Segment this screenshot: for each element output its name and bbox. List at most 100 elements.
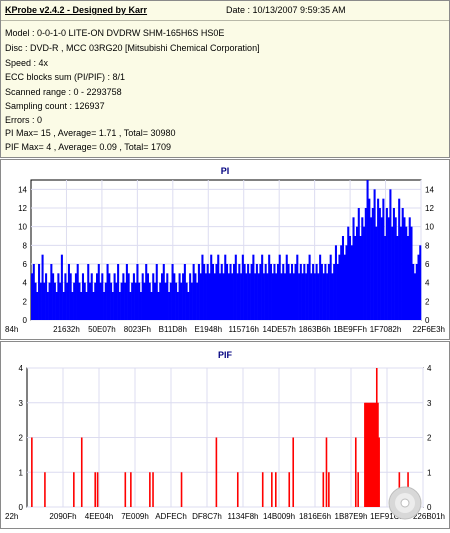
pi-bar (139, 292, 142, 320)
pi-bar (343, 254, 346, 320)
pi-bar (247, 264, 250, 320)
pi-bar (257, 273, 260, 320)
pi-ytick-right: 12 (425, 204, 434, 213)
pi-bar (413, 273, 417, 320)
pif-bar (130, 472, 132, 507)
pi-bar (153, 282, 157, 320)
pi-ytick-right: 2 (425, 297, 430, 306)
pi-ytick-left: 6 (23, 260, 28, 269)
pi-bar (303, 264, 306, 320)
pi-bar (305, 273, 308, 320)
info-panel: KProbe v2.4.2 - Designed by Karr Date : … (0, 0, 450, 158)
pi-bar (45, 273, 48, 320)
pi-bar (87, 264, 90, 320)
pi-bar (229, 264, 232, 320)
pi-bar (48, 282, 51, 320)
pi-bar (132, 273, 135, 320)
pi-bar (224, 254, 227, 320)
pi-bar (190, 282, 193, 320)
pi-bar (410, 226, 413, 320)
pi-bar (83, 282, 86, 320)
pi-bar (398, 198, 401, 320)
pi-xtick-label: E1948h (194, 325, 222, 334)
pif-bar (180, 472, 183, 507)
pi-bar (240, 273, 243, 320)
pi-bar (268, 254, 271, 320)
pi-bar (176, 292, 179, 320)
pif-bar (370, 402, 372, 507)
pi-xtick-label: 50E07h (88, 325, 116, 334)
pif-bar (368, 402, 371, 507)
pif-xtick-label: 22h (5, 512, 18, 521)
pi-ytick-left: 0 (23, 316, 28, 325)
pi-bar (387, 217, 390, 320)
pi-bar (59, 282, 62, 320)
pi-chart: PI 0 0 2 2 4 4 6 6 8 8 10 10 12 12 14 14 84h 21632h 50E07h… (5, 166, 445, 334)
pi-xtick-label: 22F6E3h (413, 325, 445, 334)
pi-bar (76, 264, 79, 320)
pi-ytick-right: 4 (425, 279, 430, 288)
pi-bar (234, 254, 237, 320)
pif-xtick-label: 1B87E9h (335, 512, 368, 521)
pi-bar (259, 264, 262, 320)
pi-bar (262, 273, 265, 320)
pi-bar (39, 282, 42, 320)
pif-bar (365, 402, 367, 507)
pi-ytick-left: 2 (23, 297, 28, 306)
pif-bar (288, 472, 291, 507)
pi-bar (222, 273, 225, 320)
pif-bar (378, 437, 380, 507)
pif-ytick-right: 2 (427, 434, 432, 443)
pi-bar (340, 245, 343, 320)
pi-xtick-label: 1863B6h (299, 325, 331, 334)
pi-bar (394, 217, 397, 320)
pi-bar (64, 273, 67, 320)
pi-ytick-left: 12 (18, 204, 27, 213)
pi-bar (324, 264, 327, 320)
info-pif-summary: PIF Max= 4 , Average= 0.09 , Total= 1709 (5, 142, 172, 152)
pi-bar (127, 273, 130, 320)
pi-bar (171, 264, 174, 320)
pi-bar (203, 264, 206, 320)
pi-ytick-left: 10 (18, 223, 27, 232)
pi-bar (250, 264, 253, 320)
pif-bar (96, 472, 99, 507)
pi-bar (168, 292, 171, 320)
pi-bar (382, 198, 385, 320)
pi-bar (354, 236, 357, 320)
pi-xtick-label: 8023Fh (124, 325, 151, 334)
pi-bar (134, 282, 137, 320)
pi-bar (92, 292, 95, 320)
pi-bar (327, 264, 330, 320)
pi-bar (412, 264, 415, 320)
pif-xtick-label: 1EF91Ch (370, 512, 404, 521)
pi-bar (392, 208, 395, 320)
pi-bar (276, 264, 280, 320)
pif-chart-panel: PIF 0 0 1 1 2 2 3 3 4 4 22h 2090Fh 4EE04h 7E009h ADFEC… (0, 341, 450, 529)
pif-bar (73, 472, 75, 507)
pi-bar (320, 264, 323, 320)
pi-bar (38, 264, 41, 320)
pif-xtick-label: 1134F8h (228, 512, 259, 521)
pi-bar (71, 292, 74, 320)
pi-xtick-label: 84h (5, 325, 18, 334)
pi-bar (396, 236, 399, 320)
pif-bar (325, 437, 328, 507)
pi-bar (138, 282, 141, 320)
pi-bar (103, 292, 106, 320)
pi-bar (298, 273, 301, 320)
pi-bar (406, 236, 410, 320)
pi-xtick-label: 1BE9FFh (333, 325, 367, 334)
pi-bar (88, 282, 92, 320)
pif-bar (124, 472, 127, 507)
pi-bar (124, 282, 127, 320)
pif-ytick-left: 4 (19, 364, 24, 373)
pi-bar (113, 273, 116, 320)
pi-bar (315, 264, 318, 320)
pi-bar (211, 264, 215, 320)
pi-bar (380, 217, 383, 320)
pi-ytick-left: 8 (23, 241, 28, 250)
pi-xtick-label: 21632h (53, 325, 80, 334)
pi-bar (261, 254, 264, 320)
pi-bar (69, 273, 72, 320)
